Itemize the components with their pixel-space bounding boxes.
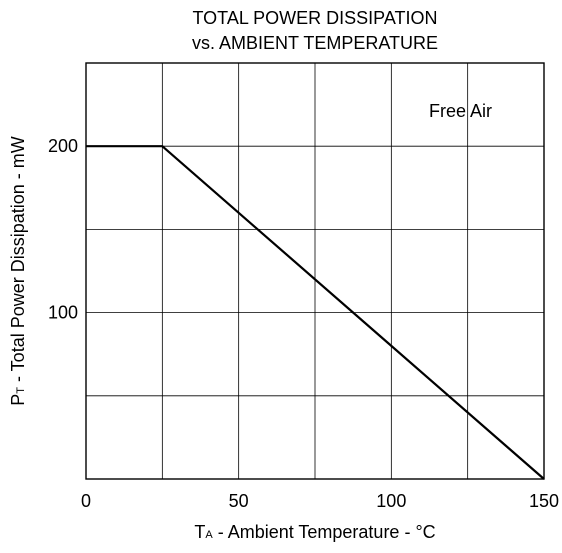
grid-lines xyxy=(86,63,544,479)
y-axis-label: PT - Total Power Dissipation - mW xyxy=(8,136,28,405)
annotation-free-air: Free Air xyxy=(429,101,492,121)
x-axis-label: TA - Ambient Temperature - °C xyxy=(194,522,435,542)
y-axis-label-main: P xyxy=(8,394,28,406)
x-axis-label-rest: - Ambient Temperature - °C xyxy=(213,522,436,542)
y-axis-label-subscript: T xyxy=(15,387,27,394)
x-axis-label-main: T xyxy=(194,522,205,542)
y-tick-labels: 100 200 xyxy=(48,136,78,322)
x-tick-label: 150 xyxy=(529,491,559,511)
x-tick-labels: 0 50 100 150 xyxy=(81,491,559,511)
plot-area-frame xyxy=(85,62,545,480)
x-tick-label: 100 xyxy=(376,491,406,511)
chart-title-line-1: TOTAL POWER DISSIPATION xyxy=(192,8,437,28)
y-tick-label: 200 xyxy=(48,136,78,156)
x-axis-label-subscript: A xyxy=(205,529,213,541)
series-line-1 xyxy=(86,145,545,480)
y-tick-label: 100 xyxy=(48,303,78,323)
x-tick-label: 50 xyxy=(229,491,249,511)
chart-title-line-2: vs. AMBIENT TEMPERATURE xyxy=(192,33,438,53)
x-tick-label: 0 xyxy=(81,491,91,511)
series-layer xyxy=(86,145,545,480)
y-axis-label-rest: - Total Power Dissipation - mW xyxy=(8,136,28,387)
